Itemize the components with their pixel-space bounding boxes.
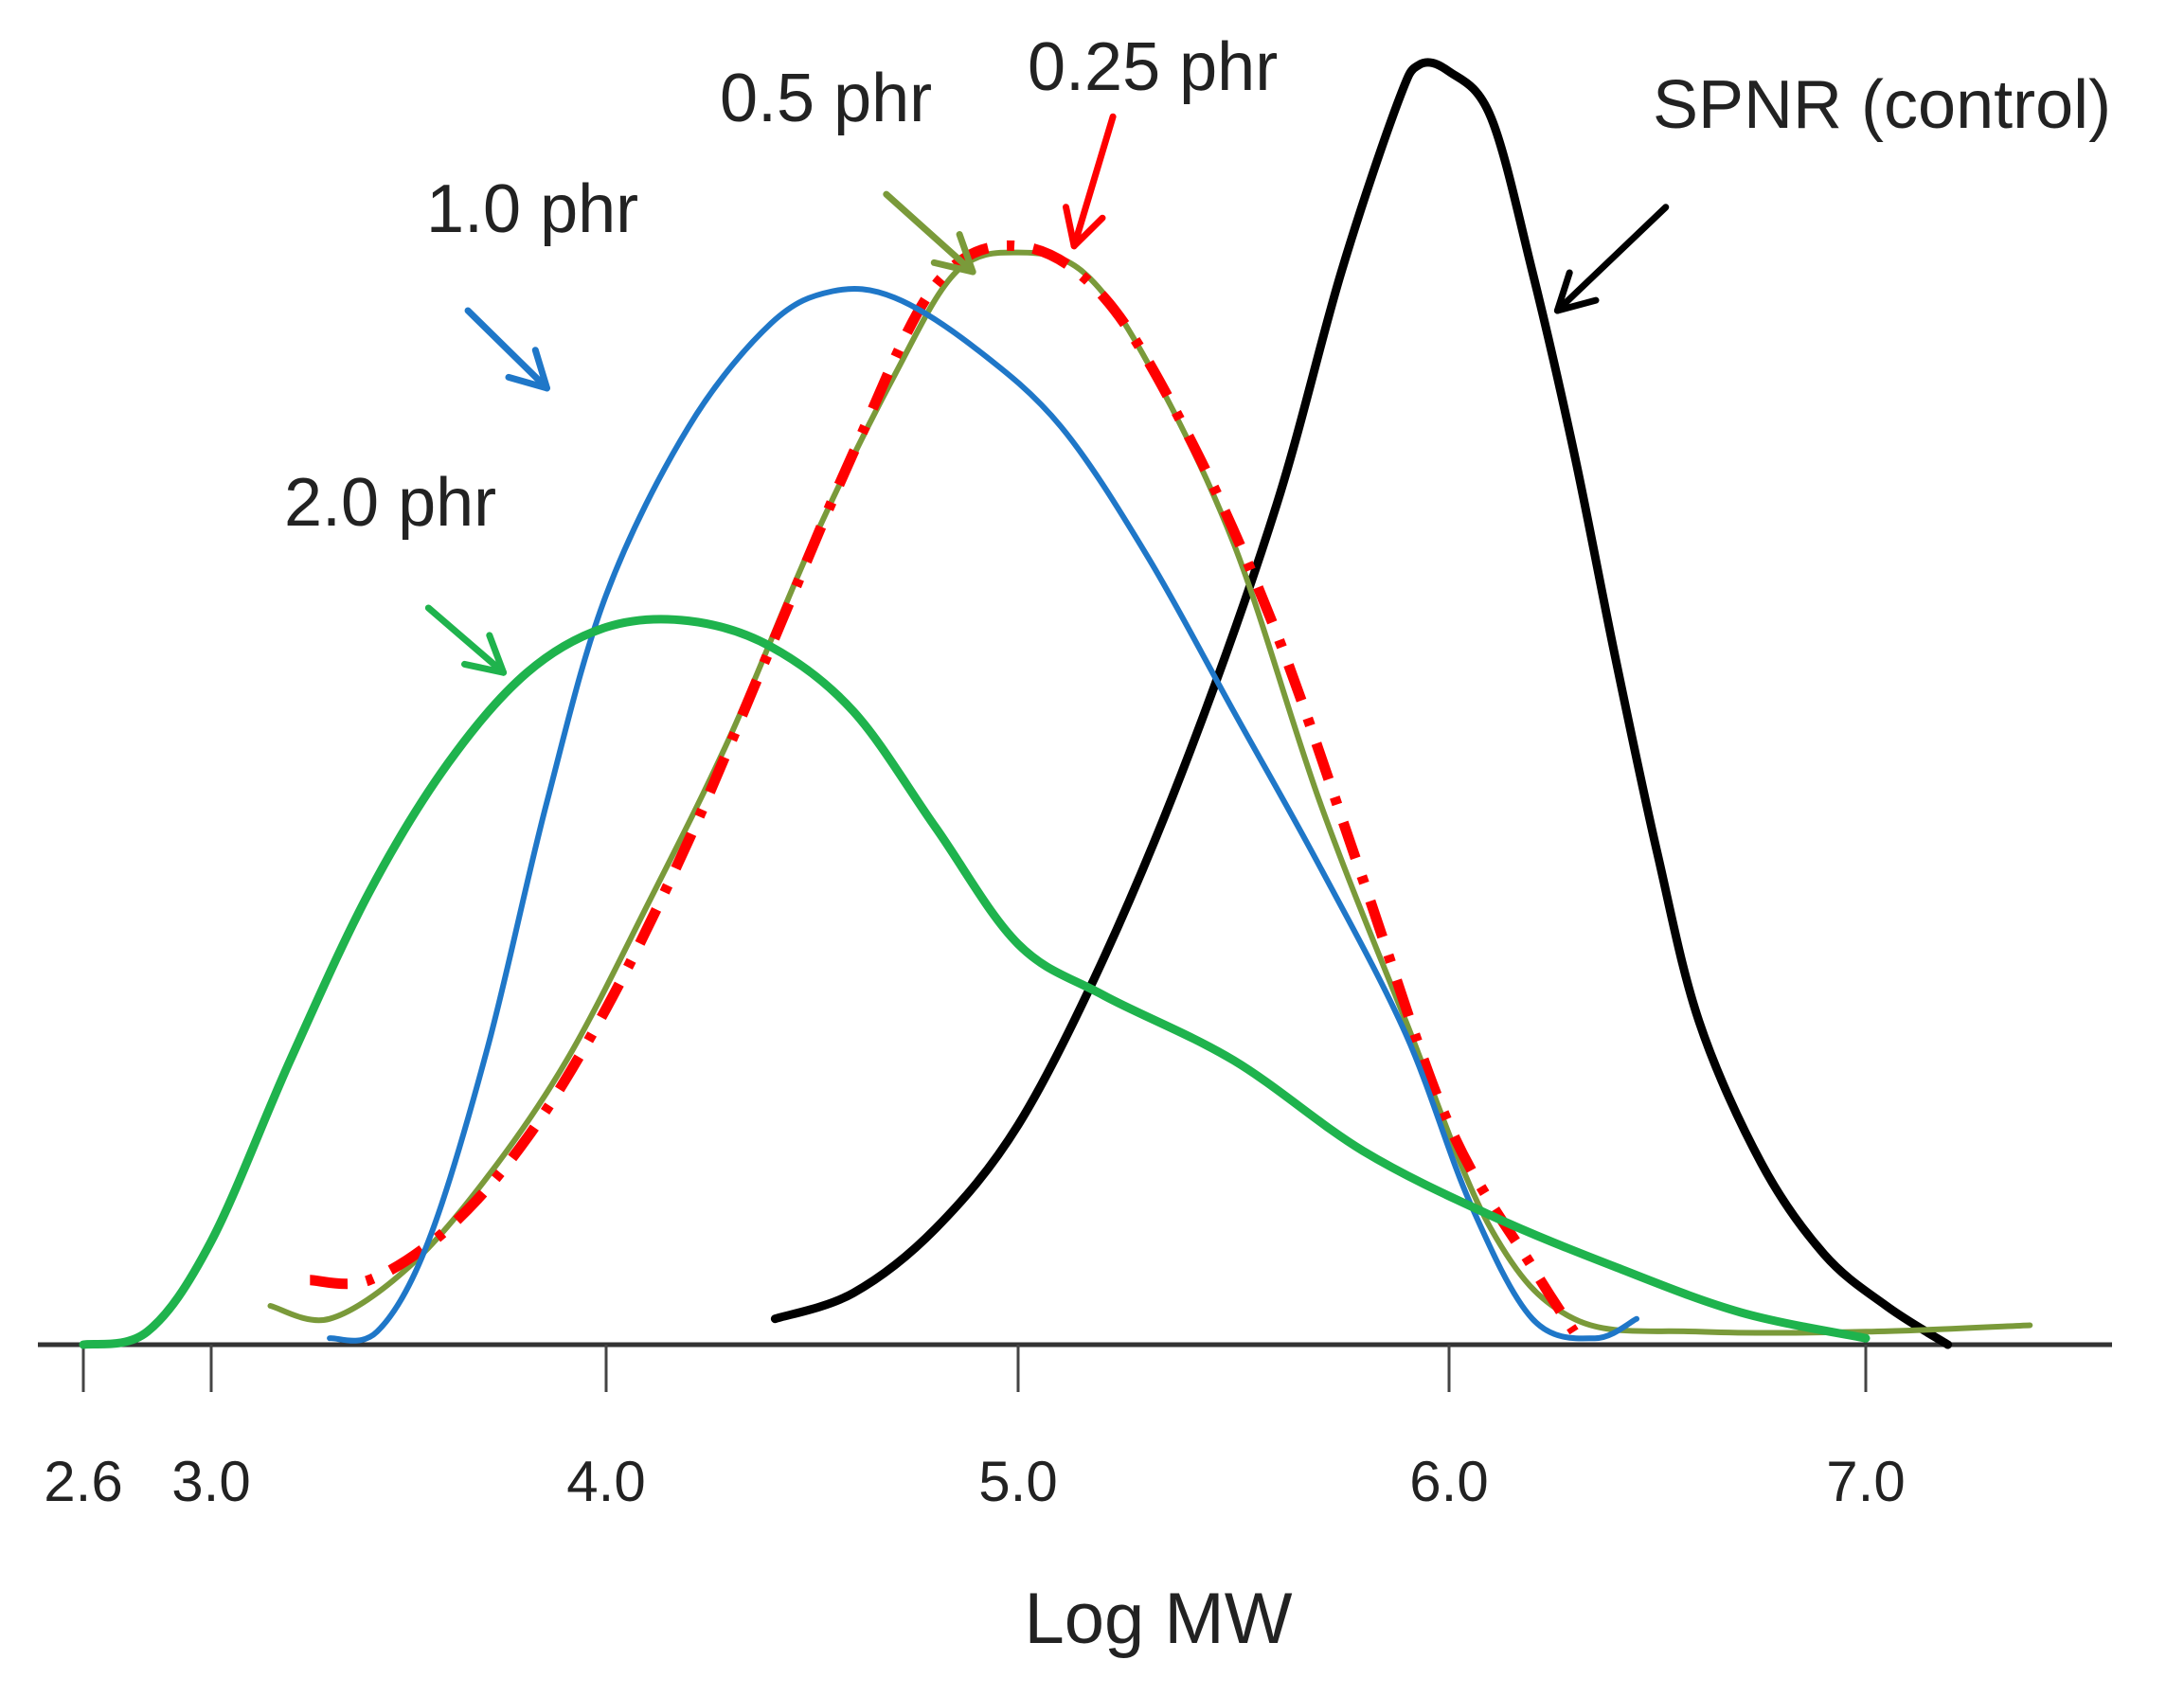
series-label-2-0-phr: 2.0 phr	[284, 465, 496, 541]
x-tick-label: 2.6	[44, 1450, 122, 1513]
arrow-head	[1553, 269, 1600, 314]
arrow-head	[930, 231, 976, 276]
x-axis-title: Log MW	[1025, 1579, 1293, 1659]
arrow-0-25-phr	[1063, 113, 1117, 250]
x-axis-ticks: 2.6 3.0 4.0 5.0 6.0 7.0	[44, 1345, 1906, 1513]
series-labels: SPNR (control) 0.25 phr 0.5 phr 1.0 phr 2.0 …	[284, 29, 2111, 541]
series-arrows	[424, 113, 1670, 676]
series-label-0-25-phr: 0.25 phr	[1028, 29, 1278, 105]
arrow-head	[505, 347, 550, 392]
arrow-0-5-phr	[883, 190, 976, 276]
arrow-shaft	[464, 307, 550, 392]
arrow-head	[1063, 204, 1106, 250]
arrow-1-0-phr	[464, 307, 550, 392]
arrow-spnr-control	[1553, 204, 1670, 314]
x-tick-label: 3.0	[171, 1450, 250, 1513]
x-tick-label: 6.0	[1409, 1450, 1488, 1513]
arrow-shaft	[883, 190, 976, 276]
arrow-2-0-phr	[424, 604, 508, 676]
x-tick-label: 5.0	[978, 1450, 1057, 1513]
series-line-spnr-control	[770, 58, 1953, 1349]
series-line-2-0-phr	[79, 615, 1871, 1349]
series-label-spnr-control: SPNR (control)	[1653, 67, 2111, 143]
series-label-1-0-phr: 1.0 phr	[426, 171, 638, 247]
x-tick-label: 4.0	[566, 1450, 645, 1513]
series-curves	[79, 58, 2033, 1349]
series-line-1-0-phr	[327, 285, 1639, 1344]
series-label-0-5-phr: 0.5 phr	[720, 61, 932, 136]
arrow-shaft	[1553, 204, 1670, 314]
arrow-head	[461, 632, 508, 676]
arrow-shaft	[424, 604, 508, 676]
x-tick-label: 7.0	[1826, 1450, 1905, 1513]
arrow-shaft	[1070, 113, 1117, 250]
